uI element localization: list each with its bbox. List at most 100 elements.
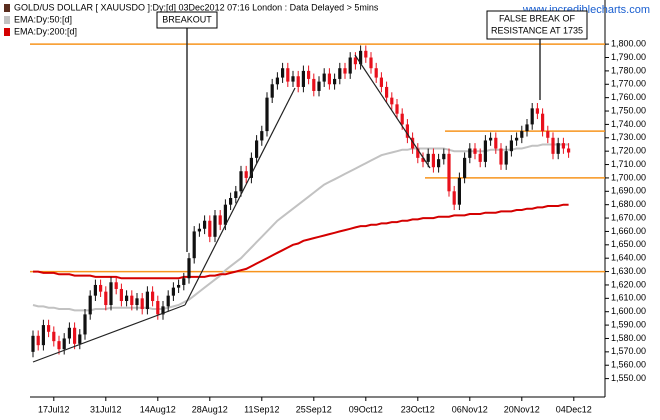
y-tick-label: 1,600.00 (611, 306, 646, 316)
candle-body (109, 282, 113, 306)
candle-body (208, 220, 212, 237)
candle-body (130, 295, 134, 306)
trend-line (184, 87, 296, 306)
candle-body (36, 335, 40, 346)
candle-body (348, 57, 352, 74)
candle-body (379, 77, 383, 87)
x-tick-label: 23Oct12 (401, 404, 435, 414)
y-tick-label: 1,710.00 (611, 159, 646, 169)
y-tick-label: 1,650.00 (611, 239, 646, 249)
y-tick-label: 1,730.00 (611, 132, 646, 142)
y-tick-label: 1,560.00 (611, 360, 646, 370)
candle-body (520, 131, 524, 138)
candle-body (551, 137, 555, 154)
candle-body (473, 148, 477, 154)
candle-body (343, 68, 347, 74)
annotation-box (156, 11, 218, 29)
x-tick-label: 25Sep12 (296, 404, 332, 414)
candle-body (504, 151, 508, 165)
candle-body (437, 159, 441, 168)
y-tick-label: 1,770.00 (611, 79, 646, 89)
candle-body (52, 331, 56, 342)
candle-body (203, 220, 207, 229)
candle-body (509, 140, 513, 152)
candle-body (327, 73, 331, 85)
y-tick-label: 1,610.00 (611, 293, 646, 303)
candle-body (260, 131, 264, 141)
candle-body (541, 113, 545, 132)
candle-body (135, 298, 139, 306)
candle-body (317, 81, 321, 91)
y-tick-label: 1,800.00 (611, 39, 646, 49)
candle-body (275, 77, 279, 85)
y-tick-label: 1,680.00 (611, 199, 646, 209)
legend-label: EMA:Dy:50:[d] (14, 14, 72, 24)
candle-body (229, 197, 233, 205)
candle-body (67, 327, 71, 339)
candle-body (177, 284, 181, 288)
candle-body (104, 291, 108, 306)
annotation-box (486, 10, 588, 40)
candle-body (312, 78, 316, 91)
candle-body (62, 338, 66, 350)
legend-swatch (4, 28, 10, 36)
candle-body (405, 124, 409, 138)
candle-body (457, 177, 461, 205)
candle-body (249, 157, 253, 178)
legend-swatch (4, 16, 10, 24)
y-tick-label: 1,780.00 (611, 65, 646, 75)
y-tick-label: 1,720.00 (611, 146, 646, 156)
candle-body (187, 258, 191, 279)
y-tick-label: 1,620.00 (611, 279, 646, 289)
trend-line (354, 54, 431, 169)
candle-body (499, 148, 503, 165)
candle-body (400, 113, 404, 125)
candle-body (452, 191, 456, 205)
x-tick-label: 17Jul12 (38, 404, 70, 414)
candle-body (255, 140, 259, 158)
candle-body (333, 78, 337, 85)
candle-body (307, 70, 311, 79)
candle-body (119, 288, 123, 302)
candle-body (463, 157, 467, 178)
y-tick-label: 1,670.00 (611, 212, 646, 222)
candle-body (239, 171, 243, 192)
candle-body (322, 73, 326, 82)
candle-body (41, 325, 45, 346)
candle-body (296, 76, 300, 87)
y-tick-label: 1,550.00 (611, 373, 646, 383)
candle-body (114, 282, 118, 289)
candle-body (546, 131, 550, 138)
candle-body (431, 153, 435, 168)
y-tick-label: 1,640.00 (611, 253, 646, 263)
candle-body (182, 278, 186, 285)
candle-body (223, 204, 227, 225)
candle-body (390, 97, 394, 105)
candle-body (171, 287, 175, 296)
ema-line (32, 143, 569, 312)
candle-body (567, 148, 571, 153)
candle-body (494, 137, 498, 149)
x-tick-label: 28Aug12 (192, 404, 228, 414)
candle-body (197, 228, 201, 232)
annotation-text: BREAKOUT (162, 14, 212, 24)
candle-body (359, 50, 363, 65)
candle-body (270, 84, 274, 98)
candle-body (161, 306, 165, 315)
x-tick-label: 09Oct12 (349, 404, 383, 414)
y-tick-label: 1,580.00 (611, 333, 646, 343)
ema-line (33, 203, 569, 280)
plot: 1,550.00 1,560.00 1,570.00 1,580.00 1,590.00… (30, 39, 646, 414)
candle-body (442, 153, 446, 160)
candle-body (57, 341, 61, 350)
x-tick-label: 20Nov12 (504, 404, 540, 414)
candle-body (447, 153, 451, 192)
x-tick-label: 06Nov12 (452, 404, 488, 414)
candle-body (535, 108, 539, 114)
y-tick-label: 1,660.00 (611, 226, 646, 236)
annotation-text: FALSE BREAK OF (499, 13, 576, 23)
y-tick-label: 1,570.00 (611, 346, 646, 356)
candle-body (374, 68, 378, 78)
